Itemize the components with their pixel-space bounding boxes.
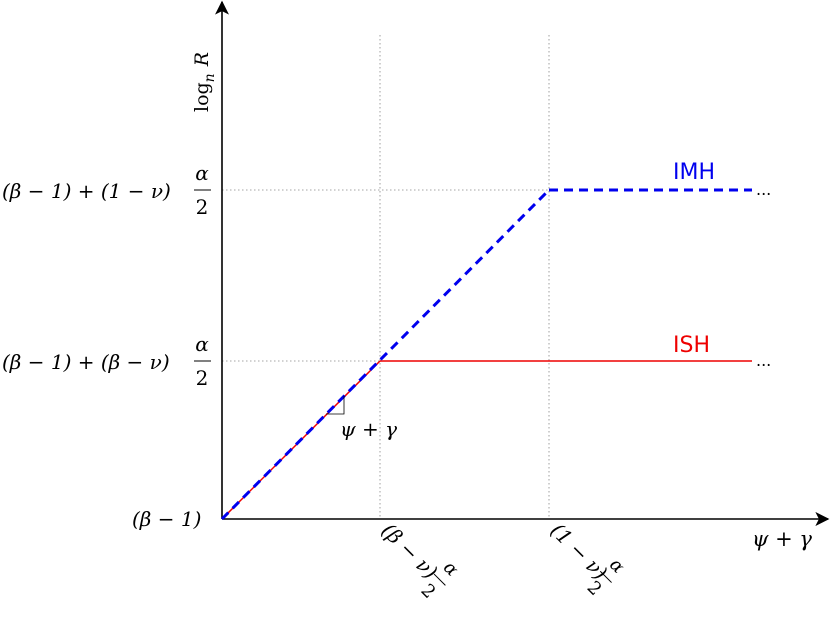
y-axis-label-log: log <box>191 82 213 112</box>
x-tick-second-frac-num: α <box>605 554 628 577</box>
y-tick-ish-prefix: (β − 1) + (β − ν) <box>2 350 170 374</box>
x-tick-first-frac-den: 2 <box>417 580 440 603</box>
y-tick-ish-frac-num: α <box>195 332 209 356</box>
y-tick-ish-frac-den: 2 <box>196 366 209 390</box>
x-tick-first-frac-num: α <box>439 557 462 580</box>
y-tick-origin: (β − 1) <box>132 507 201 531</box>
y-tick-imh-prefix: (β − 1) + (1 − ν) <box>2 179 171 203</box>
x-tick-first-prefix: (β − ν) <box>377 518 443 584</box>
imh-ellipsis: ... <box>756 180 771 199</box>
svg-text:lognR: lognR <box>191 52 218 112</box>
x-axis-label: ψ + γ <box>752 527 812 551</box>
x-tick-second-prefix: (1 − ν) <box>546 518 612 584</box>
slope-label: ψ + γ <box>340 417 397 441</box>
y-axis-label: lognR <box>191 52 218 112</box>
y-axis-label-var: R <box>191 52 213 67</box>
x-tick-second: (1 − ν) α 2 <box>546 518 629 600</box>
y-tick-ish-level: (β − 1) + (β − ν) α 2 <box>2 332 211 390</box>
ish-ellipsis: ... <box>756 351 771 370</box>
y-axis-label-sub: n <box>202 73 218 82</box>
y-tick-imh-frac-num: α <box>195 161 209 185</box>
imh-label: IMH <box>673 160 715 185</box>
ish-label: ISH <box>673 333 710 358</box>
x-tick-first: (β − ν) α 2 <box>377 518 463 603</box>
x-tick-first-frac-bar <box>433 573 446 586</box>
x-tick-second-frac-bar <box>599 570 612 583</box>
imh-rising-segment <box>220 188 551 521</box>
y-tick-imh-level: (β − 1) + (1 − ν) α 2 <box>2 161 211 219</box>
x-tick-second-frac-den: 2 <box>583 577 606 600</box>
slope-triangle <box>326 396 345 415</box>
y-tick-imh-frac-den: 2 <box>196 195 209 219</box>
guide-lines <box>222 35 550 519</box>
imh-series <box>220 188 752 521</box>
